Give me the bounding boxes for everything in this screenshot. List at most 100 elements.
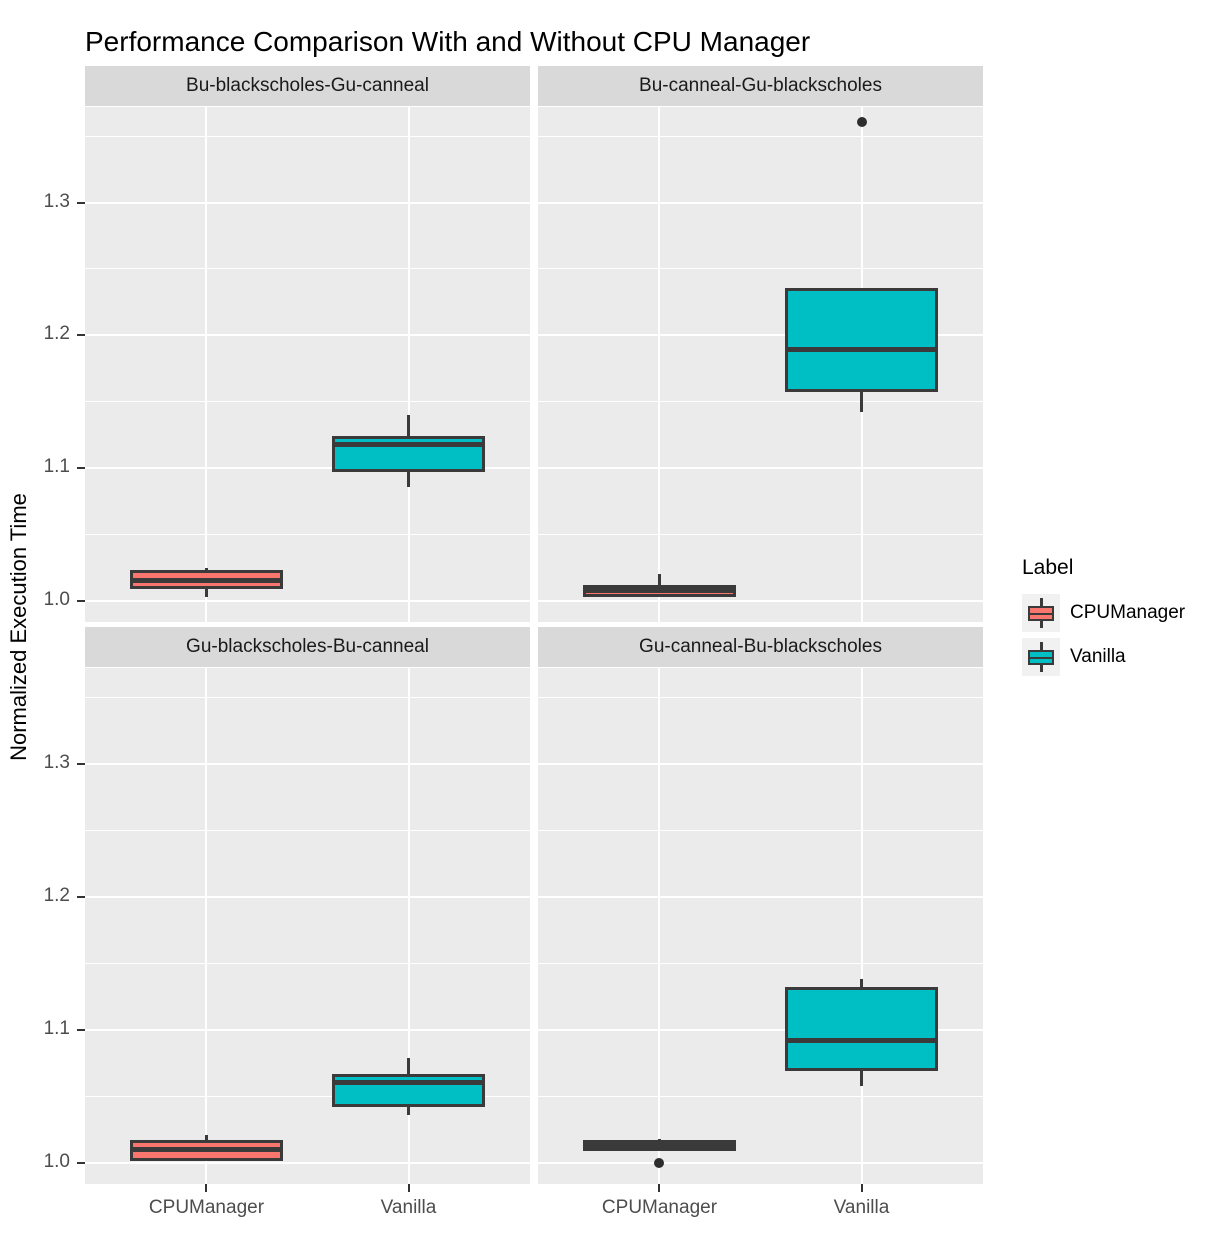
gridline-minor-y	[538, 1095, 983, 1097]
outlier-point	[856, 116, 867, 127]
boxplot-whisker-lower	[860, 392, 863, 413]
boxplot-whisker-upper	[860, 979, 863, 988]
boxplot-whisker-upper	[204, 1134, 208, 1141]
boxplot-box	[785, 287, 938, 393]
boxplot-whisker-lower	[407, 472, 410, 487]
gridline-major-y	[538, 762, 983, 765]
boxplot-whisker-upper	[657, 574, 661, 585]
y-tick-mark	[77, 201, 85, 204]
gridline-major-y	[538, 1161, 983, 1164]
boxplot-whisker-upper	[204, 567, 208, 571]
gridline-major-y	[85, 762, 530, 765]
boxplot-whisker-lower	[860, 1070, 863, 1086]
gridline-minor-y	[538, 268, 983, 270]
gridline-major-y	[538, 599, 983, 602]
facet-strip-label: Gu-canneal-Bu-blackscholes	[639, 636, 882, 657]
gridline-major-y	[85, 599, 530, 602]
gridline-minor-y	[85, 962, 530, 964]
gridline-major-y	[85, 1028, 530, 1031]
boxplot-median	[129, 1146, 283, 1152]
facet-strip-label: Bu-blackscholes-Gu-canneal	[186, 75, 429, 96]
gridline-minor-y	[85, 268, 530, 270]
gridline-x	[205, 107, 208, 622]
legend-label: Vanilla	[1070, 646, 1126, 667]
boxplot-median	[332, 441, 485, 447]
legend-entries: CPUManager Vanilla	[1022, 594, 1185, 676]
boxplot-box	[785, 987, 938, 1071]
gridline-major-y	[85, 201, 530, 204]
legend: Label CPUManager Vanilla	[1022, 556, 1185, 682]
legend-key-boxplot-icon	[1022, 638, 1060, 676]
y-tick-mark	[77, 1161, 85, 1164]
gridline-minor-y	[538, 962, 983, 964]
y-tick-label: 1.2	[43, 323, 70, 345]
gridline-major-y	[538, 1028, 983, 1031]
legend-key-median	[1028, 656, 1054, 659]
x-tick-mark	[205, 1184, 208, 1192]
y-tick-label: 1.3	[43, 190, 70, 212]
legend-key-boxplot-icon	[1022, 594, 1060, 632]
x-tick-label: CPUManager	[148, 1197, 265, 1218]
facet-panel	[538, 107, 983, 622]
boxplot-median	[332, 1080, 485, 1086]
gridline-minor-y	[85, 829, 530, 831]
gridline-minor-y	[85, 401, 530, 403]
legend-key-median	[1028, 612, 1054, 615]
x-tick-label: CPUManager	[601, 1197, 718, 1218]
gridline-minor-y	[538, 829, 983, 831]
gridline-major-y	[85, 467, 530, 470]
boxplot-whisker-lower	[204, 588, 208, 597]
y-tick-label: 1.1	[43, 1017, 70, 1039]
gridline-major-y	[538, 467, 983, 470]
gridline-minor-y	[85, 1095, 530, 1097]
boxplot-median	[785, 1037, 938, 1043]
gridline-minor-y	[538, 696, 983, 698]
boxplot-box	[332, 1073, 485, 1107]
gridline-minor-y	[85, 533, 530, 535]
y-tick-label: 1.1	[43, 456, 70, 478]
boxplot-whisker-lower	[407, 1106, 410, 1115]
y-tick-label: 1.3	[43, 751, 70, 773]
boxplot-whisker-upper	[407, 414, 410, 437]
facet-strip: Bu-canneal-Gu-blackscholes	[538, 66, 983, 106]
gridline-major-y	[85, 334, 530, 337]
outlier-point	[654, 1157, 665, 1168]
y-tick-label: 1.0	[43, 588, 70, 610]
x-tick-mark	[407, 1184, 410, 1192]
chart-title: Performance Comparison With and Without …	[85, 26, 811, 57]
legend-entry: Vanilla	[1022, 638, 1185, 676]
boxplot-median	[785, 347, 938, 353]
gridline-major-y	[538, 334, 983, 337]
gridline-minor-y	[85, 135, 530, 137]
y-tick-mark	[77, 1028, 85, 1031]
gridline-x	[658, 107, 661, 622]
gridline-minor-y	[85, 696, 530, 698]
facet-strip: Bu-blackscholes-Gu-canneal	[85, 66, 530, 106]
gridline-x	[658, 668, 661, 1184]
boxplot-whisker-upper	[657, 1138, 661, 1141]
facet-panel	[85, 107, 530, 622]
x-tick-label: Vanilla	[380, 1197, 437, 1218]
facet-panel	[538, 668, 983, 1184]
boxplot-median	[129, 578, 283, 584]
gridline-minor-y	[538, 135, 983, 137]
legend-label: CPUManager	[1070, 602, 1186, 623]
gridline-major-y	[538, 895, 983, 898]
gridline-major-y	[85, 1161, 530, 1164]
gridline-major-y	[85, 895, 530, 898]
boxplot-median	[582, 1142, 736, 1148]
gridline-minor-y	[538, 533, 983, 535]
gridline-minor-y	[538, 401, 983, 403]
y-tick-mark	[77, 762, 85, 765]
facet-strip-label: Gu-blackscholes-Bu-canneal	[186, 636, 429, 657]
boxplot-whisker-upper	[407, 1057, 410, 1074]
boxplot-median	[582, 587, 736, 593]
facet-strip: Gu-canneal-Bu-blackscholes	[538, 627, 983, 667]
gridline-major-y	[538, 201, 983, 204]
x-tick-label: Vanilla	[833, 1197, 890, 1218]
y-tick-mark	[77, 895, 85, 898]
facet-strip: Gu-blackscholes-Bu-canneal	[85, 627, 530, 667]
y-tick-label: 1.2	[43, 884, 70, 906]
legend-entry: CPUManager	[1022, 594, 1185, 632]
